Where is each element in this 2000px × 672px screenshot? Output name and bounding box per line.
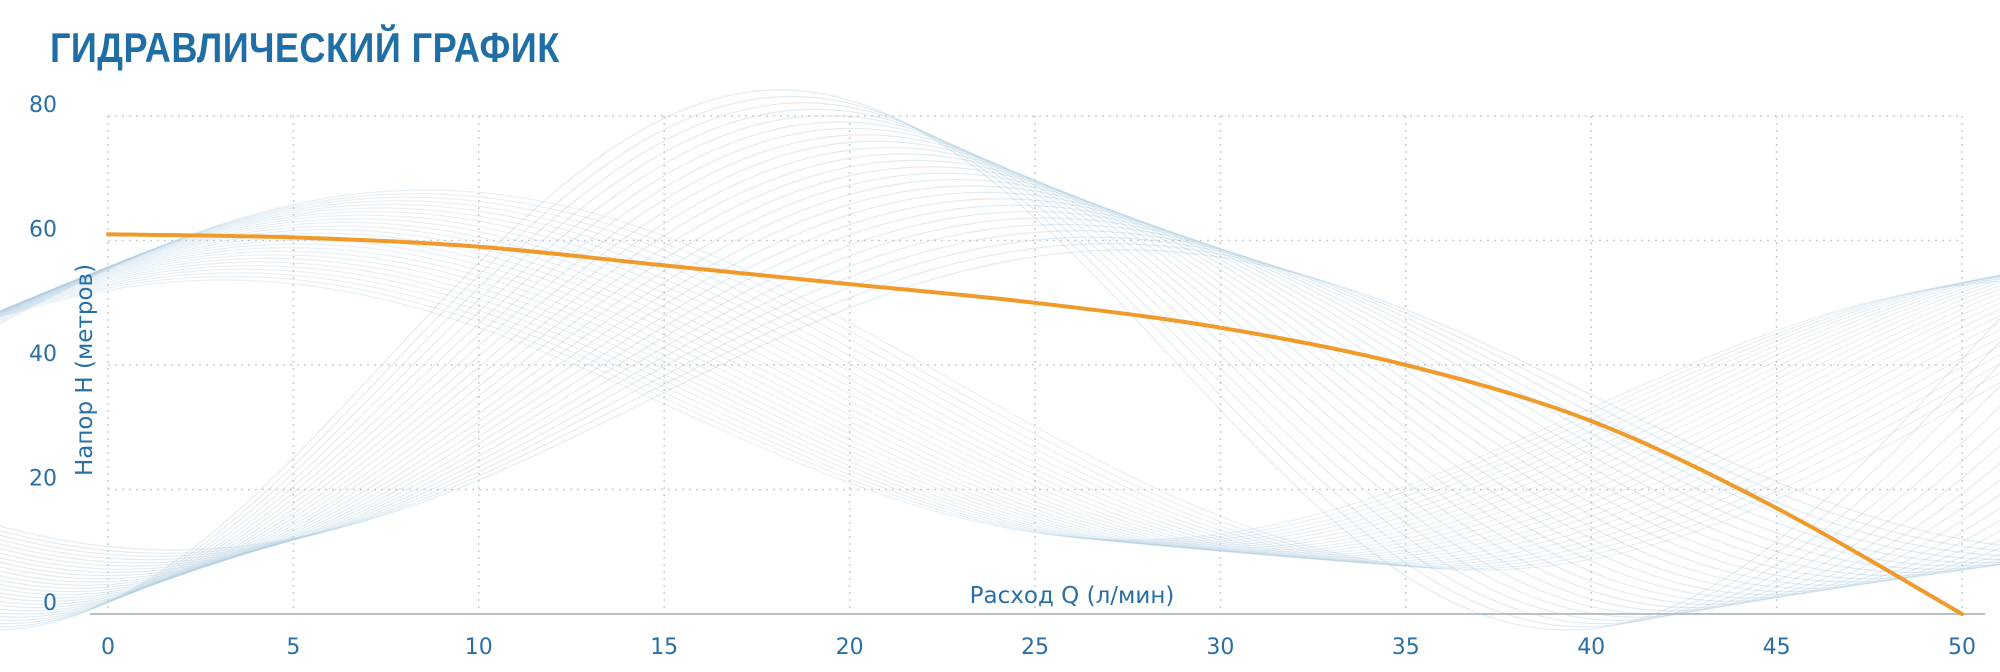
decor-wave <box>0 221 2000 560</box>
x-tick-label: 50 <box>1948 635 1976 660</box>
decor-wave <box>0 159 2000 596</box>
decor-wave <box>0 121 2000 615</box>
x-tick-label: 10 <box>465 635 493 660</box>
x-tick-label: 15 <box>650 635 678 660</box>
decor-wave <box>0 218 2000 561</box>
x-axis-label: Расход Q (л/мин) <box>970 583 1175 609</box>
x-tick-label: 45 <box>1763 635 1791 660</box>
x-tick-label: 0 <box>101 635 115 660</box>
decor-wave <box>0 189 2000 571</box>
decor-wave <box>0 214 2000 563</box>
chart-grid <box>107 115 1963 614</box>
x-axis-ticks: 0 5 10 15 20 25 30 35 40 45 50 <box>101 635 1976 660</box>
decor-wave <box>0 230 2000 561</box>
decor-wave <box>0 243 2000 553</box>
decor-wave <box>0 217 2000 567</box>
decor-wave <box>0 257 2000 548</box>
decor-wave <box>0 211 2000 564</box>
decor-wave <box>0 198 2000 577</box>
decor-wave <box>0 193 2000 570</box>
decor-wave <box>0 134 2000 609</box>
decor-wave <box>0 254 2000 549</box>
x-tick-label: 35 <box>1392 635 1420 660</box>
decor-wave <box>0 108 2000 621</box>
chart-title: ГИДРАВЛИЧЕСКИЙ ГРАФИК <box>50 24 560 71</box>
decor-wave <box>0 191 2000 580</box>
decor-wave <box>0 102 2000 625</box>
axis-labels: Расход Q (л/мин) Напор H (метров) <box>72 264 1174 609</box>
decor-wave <box>0 196 2000 569</box>
decor-wave <box>0 272 2000 543</box>
decor-wave <box>0 172 2000 590</box>
y-tick-label: 20 <box>29 467 57 492</box>
decor-wave <box>0 225 2000 559</box>
decor-wave <box>0 203 2000 566</box>
decor-wave <box>0 95 2000 628</box>
decor-wave <box>0 243 2000 554</box>
decor-wave <box>0 261 2000 547</box>
x-tick-label: 20 <box>836 635 864 660</box>
x-tick-label: 25 <box>1021 635 1049 660</box>
decor-wave <box>0 250 2000 551</box>
decor-wave <box>0 268 2000 545</box>
decor-wave <box>0 249 2000 551</box>
decor-wave <box>0 223 2000 564</box>
x-tick-label: 5 <box>286 635 300 660</box>
decor-wave <box>0 179 2000 586</box>
decor-wave <box>0 207 2000 565</box>
decor-wave <box>0 146 2000 602</box>
decor-wave <box>0 200 2000 567</box>
y-tick-label: 40 <box>29 342 57 367</box>
y-tick-label: 80 <box>29 93 57 118</box>
decor-wave <box>0 247 2000 552</box>
y-axis-ticks: 0 20 40 60 80 <box>29 93 57 616</box>
decor-wave <box>0 153 2000 599</box>
decor-wave <box>0 232 2000 557</box>
decor-wave <box>0 185 2000 583</box>
decor-wave <box>0 89 2000 631</box>
decor-wave <box>0 166 2000 593</box>
decor-wave <box>0 127 2000 612</box>
x-tick-label: 40 <box>1577 635 1605 660</box>
decor-wave <box>0 204 2000 573</box>
decor-wave <box>0 140 2000 606</box>
y-tick-label: 60 <box>29 218 57 243</box>
decor-wave <box>0 211 2000 570</box>
x-tick-label: 30 <box>1206 635 1234 660</box>
decorative-wave-background <box>0 89 2000 631</box>
decor-wave <box>0 229 2000 558</box>
decor-wave <box>0 115 2000 618</box>
pump-curve-line <box>106 232 1964 616</box>
decor-wave <box>0 279 2000 541</box>
decor-wave <box>0 265 2000 546</box>
decor-wave <box>0 239 2000 554</box>
y-tick-label: 0 <box>43 591 57 616</box>
decor-wave <box>0 275 2000 542</box>
y-axis-label: Напор H (метров) <box>72 264 98 476</box>
series-layer <box>106 232 1964 616</box>
